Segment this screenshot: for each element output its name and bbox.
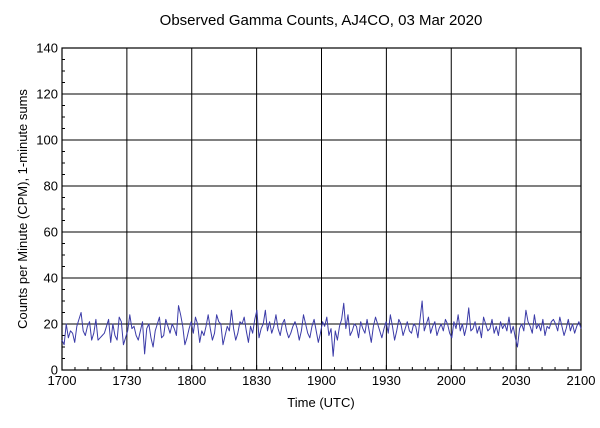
y-tick-label: 140 bbox=[36, 41, 58, 56]
grid bbox=[62, 48, 581, 370]
y-tick-label: 120 bbox=[36, 87, 58, 102]
y-tick-label: 0 bbox=[51, 363, 58, 378]
x-tick-label: 1900 bbox=[307, 373, 336, 388]
x-tick-label: 1830 bbox=[242, 373, 271, 388]
y-tick-label: 40 bbox=[44, 271, 58, 286]
x-tick-label: 2100 bbox=[567, 373, 596, 388]
x-tick-label: 1930 bbox=[372, 373, 401, 388]
y-axis-label: Counts per Minute (CPM), 1-minute sums bbox=[15, 89, 30, 329]
x-tick-label: 1800 bbox=[177, 373, 206, 388]
y-tick-labels: 0 20 40 60 80 100 120 140 bbox=[36, 41, 58, 378]
series-line bbox=[61, 300, 582, 357]
x-axis-label: Time (UTC) bbox=[287, 395, 354, 410]
y-tick-label: 100 bbox=[36, 133, 58, 148]
x-tick-label: 1730 bbox=[112, 373, 141, 388]
x-tick-labels: 1700 1730 1800 1830 1900 1930 2000 2030 2100 bbox=[48, 373, 596, 388]
y-tick-label: 20 bbox=[44, 317, 58, 332]
x-tick-label: 2000 bbox=[437, 373, 466, 388]
x-tick-label: 2030 bbox=[502, 373, 531, 388]
y-tick-label: 60 bbox=[44, 225, 58, 240]
y-tick-label: 80 bbox=[44, 179, 58, 194]
chart-title: Observed Gamma Counts, AJ4CO, 03 Mar 202… bbox=[160, 12, 483, 29]
x-tick-label: 1700 bbox=[48, 373, 77, 388]
